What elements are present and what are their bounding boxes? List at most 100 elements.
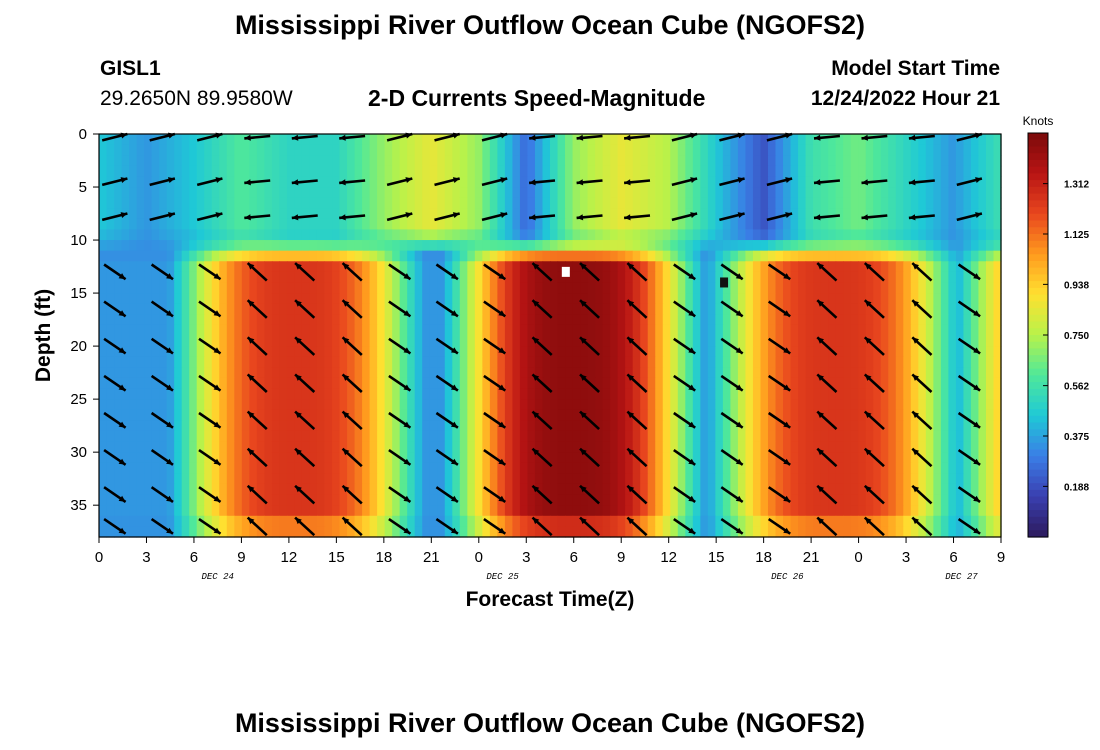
heatmap-cell — [550, 155, 559, 167]
heatmap-cell — [707, 483, 716, 496]
data-marker — [561, 266, 570, 277]
heatmap-cell — [888, 261, 897, 273]
heatmap-cell — [459, 208, 468, 220]
heatmap-cell — [722, 388, 731, 400]
heatmap-cell — [429, 473, 438, 485]
heatmap-cell — [429, 293, 438, 305]
heatmap-cell — [241, 346, 250, 358]
heatmap-cell — [752, 430, 762, 443]
heatmap-cell — [888, 293, 897, 305]
heatmap-cell — [114, 526, 123, 538]
heatmap-cell — [587, 430, 596, 443]
heatmap-cell — [745, 377, 754, 390]
heatmap-cell — [106, 494, 115, 506]
heatmap-cell — [332, 335, 341, 347]
heatmap-cell — [692, 441, 701, 453]
heatmap-cell — [985, 526, 995, 538]
current-vector-head — [783, 495, 791, 502]
heatmap-cell — [670, 388, 679, 400]
heatmap-cell — [159, 356, 168, 368]
heatmap-cell — [264, 515, 273, 527]
heatmap-cell — [204, 324, 213, 337]
heatmap-cell — [647, 483, 656, 496]
heatmap-cell — [572, 483, 581, 496]
heatmap-cell — [444, 197, 453, 209]
heatmap-cell — [963, 155, 972, 167]
heatmap-cell — [384, 240, 393, 252]
heatmap-cell — [234, 187, 243, 199]
heatmap-cell — [429, 430, 438, 443]
heatmap-cell — [482, 441, 491, 453]
heatmap-cell — [459, 144, 468, 156]
heatmap-cell — [595, 377, 604, 390]
heatmap-cell — [813, 187, 822, 199]
heatmap-cell — [369, 197, 378, 209]
heatmap-cell — [820, 303, 829, 315]
heatmap-cell — [730, 165, 739, 178]
heatmap-cell — [858, 271, 867, 284]
heatmap-cell — [843, 388, 852, 400]
heatmap-cell — [271, 134, 280, 146]
heatmap-cell — [181, 134, 190, 146]
heatmap-cell — [752, 409, 762, 421]
heatmap-cell — [737, 134, 747, 146]
heatmap-cell — [429, 229, 438, 241]
heatmap-cell — [895, 218, 904, 231]
heatmap-cell — [129, 420, 138, 432]
heatmap-cell — [474, 420, 483, 432]
heatmap-cell — [820, 526, 829, 538]
heatmap-cell — [647, 261, 656, 273]
heatmap-cell — [700, 377, 709, 390]
current-vector-head — [783, 347, 791, 354]
heatmap-cell — [685, 282, 694, 294]
heatmap-cell — [910, 314, 919, 326]
heatmap-cell — [970, 515, 980, 527]
heatmap-cell — [963, 303, 972, 315]
heatmap-cell — [707, 399, 716, 411]
heatmap-cell — [850, 452, 859, 464]
current-vector-head — [532, 337, 540, 344]
current-vector-head — [339, 134, 346, 141]
heatmap-cell — [850, 250, 859, 262]
heatmap-cell — [858, 388, 867, 400]
heatmap-cell — [843, 271, 852, 284]
heatmap-cell — [925, 430, 934, 443]
heatmap-cell — [534, 420, 544, 432]
heatmap-cell — [617, 229, 626, 241]
heatmap-cell — [332, 187, 341, 199]
heatmap-cell — [617, 261, 626, 273]
heatmap-cell — [715, 452, 724, 464]
heatmap-cell — [106, 505, 115, 517]
heatmap-cell — [580, 197, 589, 209]
heatmap-cell — [211, 261, 220, 273]
heatmap-cell — [429, 399, 438, 411]
heatmap-cell — [542, 399, 551, 411]
heatmap-cell — [865, 367, 874, 379]
heatmap-cell — [632, 505, 641, 517]
heatmap-cell — [670, 261, 679, 273]
heatmap-cell — [399, 165, 408, 178]
heatmap-cell — [429, 377, 438, 390]
heatmap-cell — [595, 134, 604, 146]
heatmap-cell — [474, 229, 483, 241]
heatmap-cell — [685, 505, 694, 517]
heatmap-cell — [384, 494, 393, 506]
heatmap-cell — [722, 430, 731, 443]
heatmap-cell — [174, 176, 183, 188]
heatmap-cell — [835, 229, 844, 241]
heatmap-cell — [241, 483, 250, 496]
heatmap-cell — [752, 134, 762, 146]
heatmap-cell — [354, 282, 363, 294]
current-vector-head — [342, 517, 350, 525]
heatmap-cell — [489, 293, 498, 305]
current-vector-head — [737, 212, 745, 218]
heatmap-cell — [226, 441, 235, 453]
heatmap-cell — [189, 505, 198, 517]
heatmap-cell — [354, 155, 363, 167]
heatmap-cell — [279, 399, 288, 411]
heatmap-cell — [219, 155, 228, 167]
heatmap-cell — [489, 515, 498, 527]
heatmap-cell — [392, 377, 401, 390]
heatmap-cell — [888, 218, 897, 231]
heatmap-cell — [790, 505, 799, 517]
